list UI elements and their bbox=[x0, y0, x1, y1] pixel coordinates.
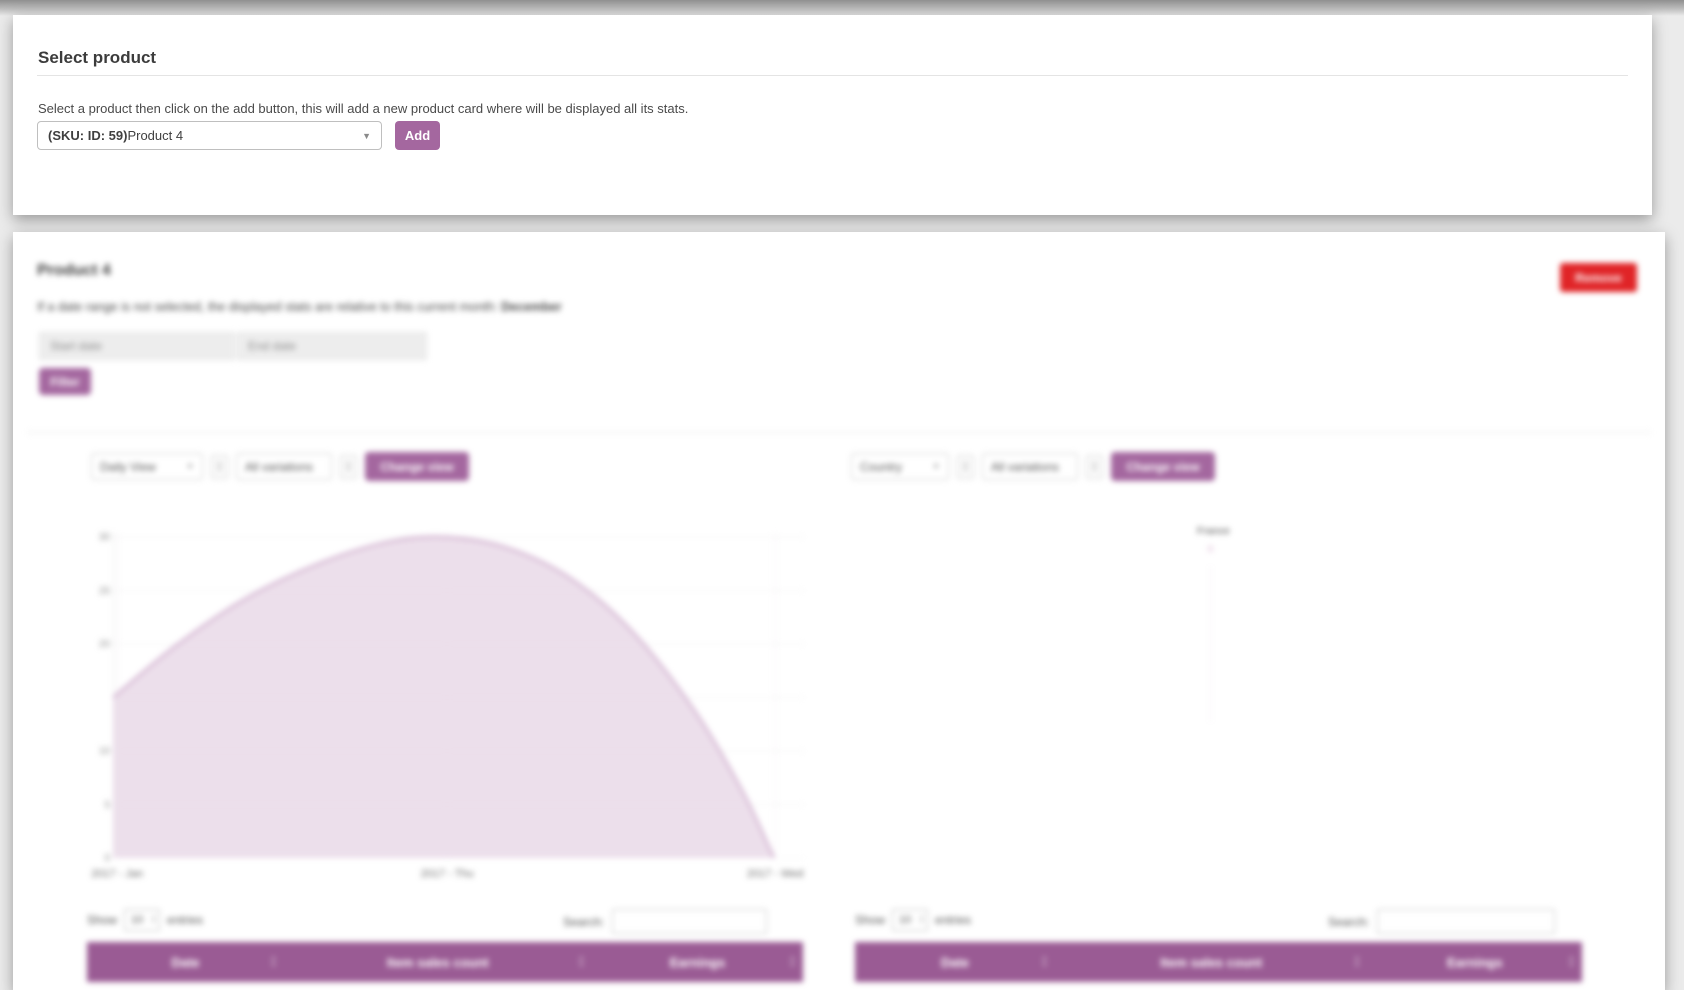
select-spinner-icon[interactable]: ▲ ▼ bbox=[340, 454, 357, 479]
y-axis-tick-label: 30 bbox=[98, 532, 110, 543]
y-axis-tick-label: 20 bbox=[98, 639, 110, 650]
country-value: Country bbox=[860, 459, 903, 474]
page-size-value: 10 bbox=[131, 914, 144, 926]
x-axis-tick-label: 2017 - Jan bbox=[91, 868, 144, 880]
sort-icon: ▲ ▼ bbox=[269, 955, 277, 969]
page-size-select[interactable]: 10 ▲ ▼ bbox=[892, 909, 929, 931]
product-stats-card: Product 4 Remove If a date range is not … bbox=[13, 232, 1665, 990]
legend-country-label: France bbox=[1197, 525, 1230, 537]
area-series-fill bbox=[113, 536, 774, 858]
column-label: Date bbox=[171, 954, 200, 970]
sales-table-header: Date ▲ ▼ Item sales count ▲ ▼ Earnings ▲ ▼ bbox=[87, 942, 803, 982]
current-month-label: December bbox=[501, 300, 562, 314]
country-select[interactable]: Country ▼ bbox=[851, 453, 949, 480]
column-label: Earnings bbox=[1446, 954, 1503, 970]
chevron-down-icon: ▼ bbox=[932, 462, 940, 471]
y-axis-tick-label: 5 bbox=[104, 799, 110, 811]
area-series-line bbox=[113, 535, 775, 858]
legend-axis-line bbox=[1210, 566, 1211, 722]
product-card-content: Product 4 Remove If a date range is not … bbox=[13, 232, 1665, 990]
view-mode-value: Daily View bbox=[100, 459, 156, 474]
remove-button[interactable]: Remove bbox=[1560, 263, 1637, 292]
search-label: Search: bbox=[563, 914, 605, 929]
column-header-earnings[interactable]: Earnings ▲ ▼ bbox=[1368, 942, 1582, 982]
variations-value: All variations bbox=[991, 459, 1060, 474]
area-chart-plot bbox=[113, 533, 805, 858]
variations-select[interactable]: All variations bbox=[982, 453, 1078, 480]
column-label: Item sales count bbox=[386, 954, 489, 970]
start-date-input[interactable] bbox=[39, 332, 235, 360]
table-search-input[interactable] bbox=[1377, 909, 1556, 934]
y-axis-tick-label: 10 bbox=[98, 746, 110, 757]
section-divider bbox=[27, 432, 1651, 433]
sales-area-chart: 30 25 20 10 5 0 2017 - Jan 2017 - Thu 2017 - We… bbox=[88, 525, 821, 895]
select-product-description: Select a product then click on the add b… bbox=[38, 101, 689, 116]
select-spinner-icon[interactable]: ▲ ▼ bbox=[1086, 454, 1103, 479]
change-view-button[interactable]: Change view bbox=[365, 452, 469, 481]
column-header-item-sales-count[interactable]: Item sales count ▲ ▼ bbox=[284, 942, 592, 982]
country-chart-area: France 0 bbox=[851, 519, 1582, 899]
variations-select[interactable]: All variations bbox=[236, 453, 332, 480]
sort-icon: ▲ ▼ bbox=[1568, 955, 1575, 969]
y-axis-tick-label: 0 bbox=[104, 853, 110, 864]
date-range-description-text: If a date range is not selected, the dis… bbox=[37, 300, 498, 314]
change-view-button[interactable]: Change view bbox=[1111, 452, 1215, 481]
spinner-arrows-icon: ▲ ▼ bbox=[151, 914, 157, 925]
time-stats-panel: Daily View ▼ ▲ ▼ All variations ▲ ▼ Change… bbox=[81, 444, 821, 990]
title-divider bbox=[37, 75, 1628, 76]
country-table-header: Date ▲ ▼ Item sales count ▲ ▼ Earnings ▲ ▼ bbox=[855, 942, 1582, 982]
product-select-name: Product 4 bbox=[127, 128, 184, 143]
legend-country-value: 0 bbox=[1208, 544, 1214, 554]
product-select-sku: (SKU: ID: 59) bbox=[48, 128, 128, 143]
page-top-shadow bbox=[0, 0, 1684, 16]
column-header-item-sales-count[interactable]: Item sales count ▲ ▼ bbox=[1055, 942, 1368, 982]
select-spinner-icon[interactable]: ▲ ▼ bbox=[211, 454, 228, 479]
column-header-date[interactable]: Date ▲ ▼ bbox=[855, 942, 1055, 982]
y-axis-tick-label: 25 bbox=[98, 585, 110, 597]
select-product-title: Select product bbox=[38, 48, 157, 67]
sort-icon: ▲ ▼ bbox=[1040, 955, 1048, 969]
filter-button[interactable]: Filter bbox=[39, 368, 91, 395]
add-button[interactable]: Add bbox=[395, 121, 440, 150]
chevron-down-icon: ▼ bbox=[362, 130, 371, 141]
x-axis-tick-label: 2017 - Wed bbox=[746, 868, 804, 880]
column-label: Earnings bbox=[669, 954, 726, 970]
column-label: Date bbox=[940, 954, 970, 970]
view-mode-select[interactable]: Daily View ▼ bbox=[91, 453, 203, 480]
show-label: Show bbox=[855, 913, 886, 927]
y-axis: 30 25 20 10 5 0 bbox=[88, 525, 110, 864]
page-size-value: 10 bbox=[899, 914, 912, 926]
show-label: Show bbox=[87, 913, 118, 927]
column-header-earnings[interactable]: Earnings ▲ ▼ bbox=[592, 942, 803, 982]
sort-icon: ▲ ▼ bbox=[577, 955, 585, 969]
product-card-title: Product 4 bbox=[37, 262, 111, 279]
entries-label: entries bbox=[167, 913, 204, 927]
table-search-input[interactable] bbox=[612, 909, 768, 934]
product-select-dropdown[interactable]: (SKU: ID: 59) Product 4 ▼ bbox=[37, 121, 382, 150]
page-size-select[interactable]: 10 ▲ ▼ bbox=[124, 909, 161, 931]
date-range-description: If a date range is not selected, the dis… bbox=[37, 300, 562, 314]
search-label: Search: bbox=[1328, 914, 1370, 929]
x-axis-tick-label: 2017 - Thu bbox=[420, 868, 474, 880]
select-product-card: Select product Select a product then cli… bbox=[13, 15, 1652, 215]
sort-icon: ▲ ▼ bbox=[1353, 955, 1361, 969]
x-axis: 2017 - Jan 2017 - Thu 2017 - Wed bbox=[88, 868, 821, 884]
spinner-arrows-icon: ▲ ▼ bbox=[919, 914, 925, 925]
sort-icon: ▲ ▼ bbox=[789, 955, 796, 969]
country-stats-panel: Country ▼ ▲ ▼ All variations ▲ ▼ Change vi… bbox=[851, 444, 1582, 990]
end-date-input[interactable] bbox=[237, 332, 427, 360]
select-spinner-icon[interactable]: ▲ ▼ bbox=[957, 454, 974, 479]
chevron-down-icon: ▼ bbox=[186, 462, 194, 471]
column-header-date[interactable]: Date ▲ ▼ bbox=[87, 942, 284, 982]
variations-value: All variations bbox=[245, 459, 314, 474]
entries-label: entries bbox=[935, 913, 972, 927]
column-label: Item sales count bbox=[1160, 954, 1263, 970]
